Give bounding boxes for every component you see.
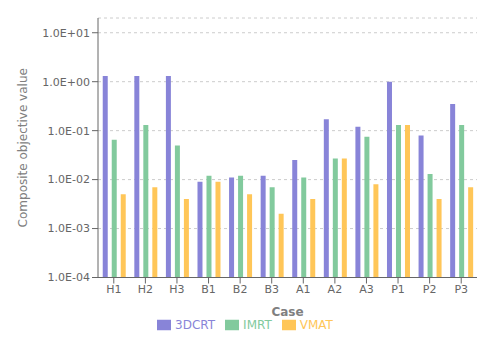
svg-text:1.0E-03: 1.0E-03 (48, 222, 90, 235)
svg-text:1.0E-01: 1.0E-01 (48, 125, 90, 138)
svg-text:H1: H1 (106, 283, 121, 296)
svg-text:B1: B1 (201, 283, 216, 296)
svg-text:Case: Case (271, 305, 303, 319)
svg-text:1.0E-02: 1.0E-02 (48, 173, 90, 186)
svg-text:H2: H2 (138, 283, 153, 296)
svg-text:B2: B2 (233, 283, 248, 296)
svg-text:1.0E+01: 1.0E+01 (42, 27, 90, 40)
svg-text:P1: P1 (391, 283, 405, 296)
html-text:VMAT: VMAT (299, 317, 333, 332)
svg-text:A3: A3 (359, 283, 374, 296)
svg-text:A2: A2 (328, 283, 343, 296)
svg-text:1.0E-04: 1.0E-04 (48, 271, 90, 284)
svg-text:Composite objective value: Composite objective value (16, 68, 30, 227)
html-text:3DCRT: 3DCRT (175, 317, 216, 332)
svg-text:B3: B3 (264, 283, 279, 296)
svg-text:P2: P2 (423, 283, 437, 296)
svg-text:P3: P3 (454, 283, 468, 296)
svg-text:A1: A1 (296, 283, 311, 296)
svg-text:1.0E+00: 1.0E+00 (42, 76, 90, 89)
html-text:IMRT: IMRT (243, 317, 272, 332)
svg-text:H3: H3 (169, 283, 184, 296)
